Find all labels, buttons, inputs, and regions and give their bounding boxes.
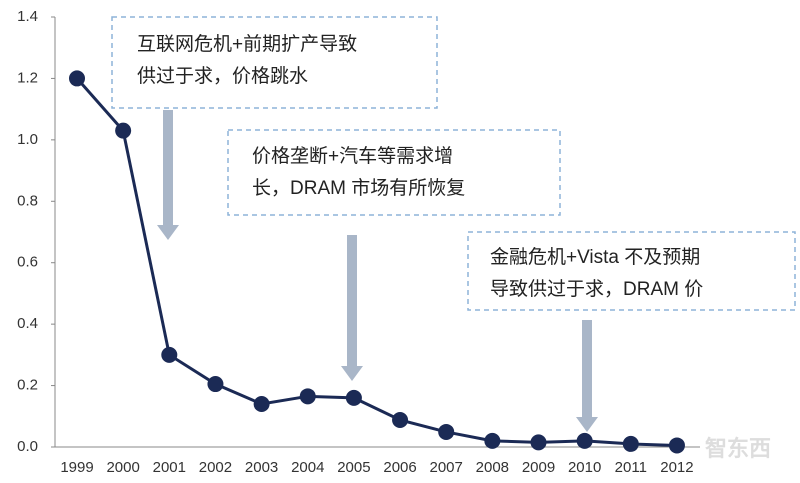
marker: [299, 388, 316, 405]
arrows: [157, 110, 598, 432]
marker: [530, 434, 547, 451]
marker: [345, 389, 362, 406]
x-tick-label: 2004: [291, 459, 324, 476]
annotation-box: [111, 16, 438, 109]
x-tick-label: 2003: [245, 459, 278, 476]
arrow: [341, 235, 363, 381]
y-tick-label: 0.8: [17, 192, 38, 209]
marker: [438, 423, 455, 440]
x-tick-label: 2001: [153, 459, 186, 476]
annotation-text: 金融危机+Vista 不及预期: [490, 246, 700, 268]
x-tick-label: 2010: [568, 459, 601, 476]
annotation-text: 价格垄断+汽车等需求增: [252, 145, 453, 167]
annotation-text: 长，DRAM 市场有所恢复: [252, 177, 465, 199]
marker: [161, 346, 178, 363]
marker: [69, 70, 85, 87]
marker: [253, 396, 270, 412]
arrow: [157, 110, 179, 240]
y-tick-label: 0.0: [17, 438, 38, 455]
y-tick-label: 0.4: [17, 315, 38, 332]
annotation-box: [227, 129, 561, 216]
y-tick-label: 0.6: [17, 254, 38, 271]
watermark: 智东西: [705, 436, 771, 461]
x-tick-label: 1999: [60, 459, 93, 476]
marker: [668, 437, 685, 454]
annotation-text: 互联网危机+前期扩产导致: [137, 33, 357, 55]
marker: [207, 376, 224, 393]
annotation-text: 导致供过于求，DRAM 价: [490, 278, 703, 300]
x-tick-label: 2002: [199, 459, 232, 476]
x-tick-label: 2012: [660, 459, 693, 476]
marker: [115, 122, 132, 139]
x-tick-label: 2008: [476, 459, 509, 476]
y-tick-label: 1.2: [17, 69, 38, 86]
marker: [392, 411, 409, 428]
x-tick-label: 2011: [615, 459, 647, 476]
x-tick-label: 2005: [337, 459, 370, 476]
annotation-box: [467, 231, 796, 311]
y-tick-label: 0.2: [17, 377, 38, 394]
y-tick-label: 1.0: [17, 131, 38, 148]
y-tick-label: 1.4: [17, 8, 38, 25]
x-tick-label: 2009: [522, 459, 555, 476]
x-tick-label: 2000: [106, 459, 139, 476]
marker: [622, 435, 639, 452]
annotation-text: 供过于求，价格跳水: [137, 65, 308, 87]
marker: [576, 432, 593, 449]
marker: [484, 432, 501, 449]
arrow: [576, 320, 598, 432]
x-tick-label: 2006: [383, 459, 416, 476]
annotation-boxes: [111, 16, 796, 311]
x-tick-label: 2007: [430, 459, 463, 476]
